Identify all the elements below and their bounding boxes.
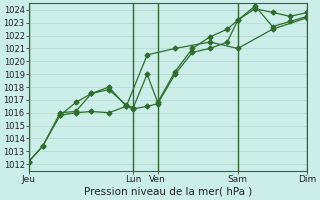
X-axis label: Pression niveau de la mer( hPa ): Pression niveau de la mer( hPa ) — [84, 187, 252, 197]
